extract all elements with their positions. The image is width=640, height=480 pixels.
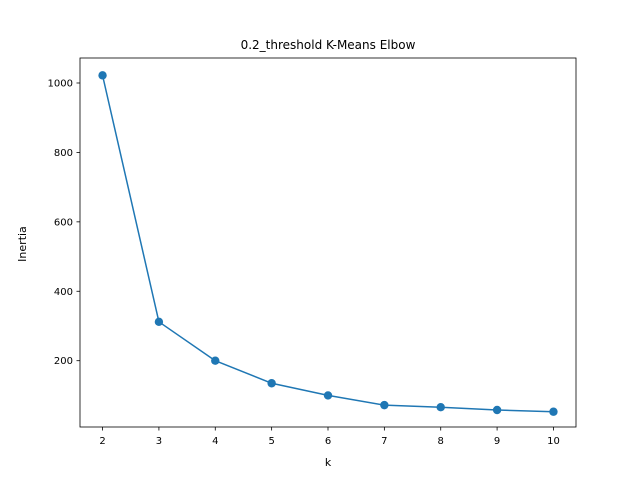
x-tick-label: 6 xyxy=(325,436,331,447)
data-point xyxy=(492,405,502,415)
x-tick-label: 9 xyxy=(494,436,500,447)
data-point xyxy=(323,391,333,400)
x-tick-label: 5 xyxy=(268,436,274,447)
x-axis-label: k xyxy=(325,456,332,469)
x-tick-label: 7 xyxy=(381,436,387,447)
data-point xyxy=(436,403,445,412)
chart-title: 0.2_threshold K-Means Elbow xyxy=(241,38,416,52)
x-tick-label: 3 xyxy=(156,436,162,447)
plot-area: 2 3 4 5 6 7 8 9 10 200 400 600 800 1000 xyxy=(48,57,577,447)
series-line xyxy=(101,75,554,413)
data-point xyxy=(211,356,220,365)
y-tick-label: 600 xyxy=(54,217,73,228)
y-tick-label: 800 xyxy=(54,148,73,159)
y-tick-label: 400 xyxy=(54,287,73,298)
x-tick-label: 8 xyxy=(438,436,444,447)
x-tick-label: 2 xyxy=(99,436,105,447)
data-point xyxy=(267,379,276,388)
x-tick-label: 4 xyxy=(212,436,218,447)
y-tick-label: 1000 xyxy=(48,78,73,89)
y-axis-label: Inertia xyxy=(16,226,29,262)
data-point xyxy=(98,71,107,80)
y-tick-label: 200 xyxy=(54,356,73,367)
data-point xyxy=(380,400,389,410)
plot-frame xyxy=(79,57,577,428)
data-point xyxy=(154,317,164,327)
x-tick-label: 10 xyxy=(547,436,560,447)
data-point xyxy=(549,407,558,416)
